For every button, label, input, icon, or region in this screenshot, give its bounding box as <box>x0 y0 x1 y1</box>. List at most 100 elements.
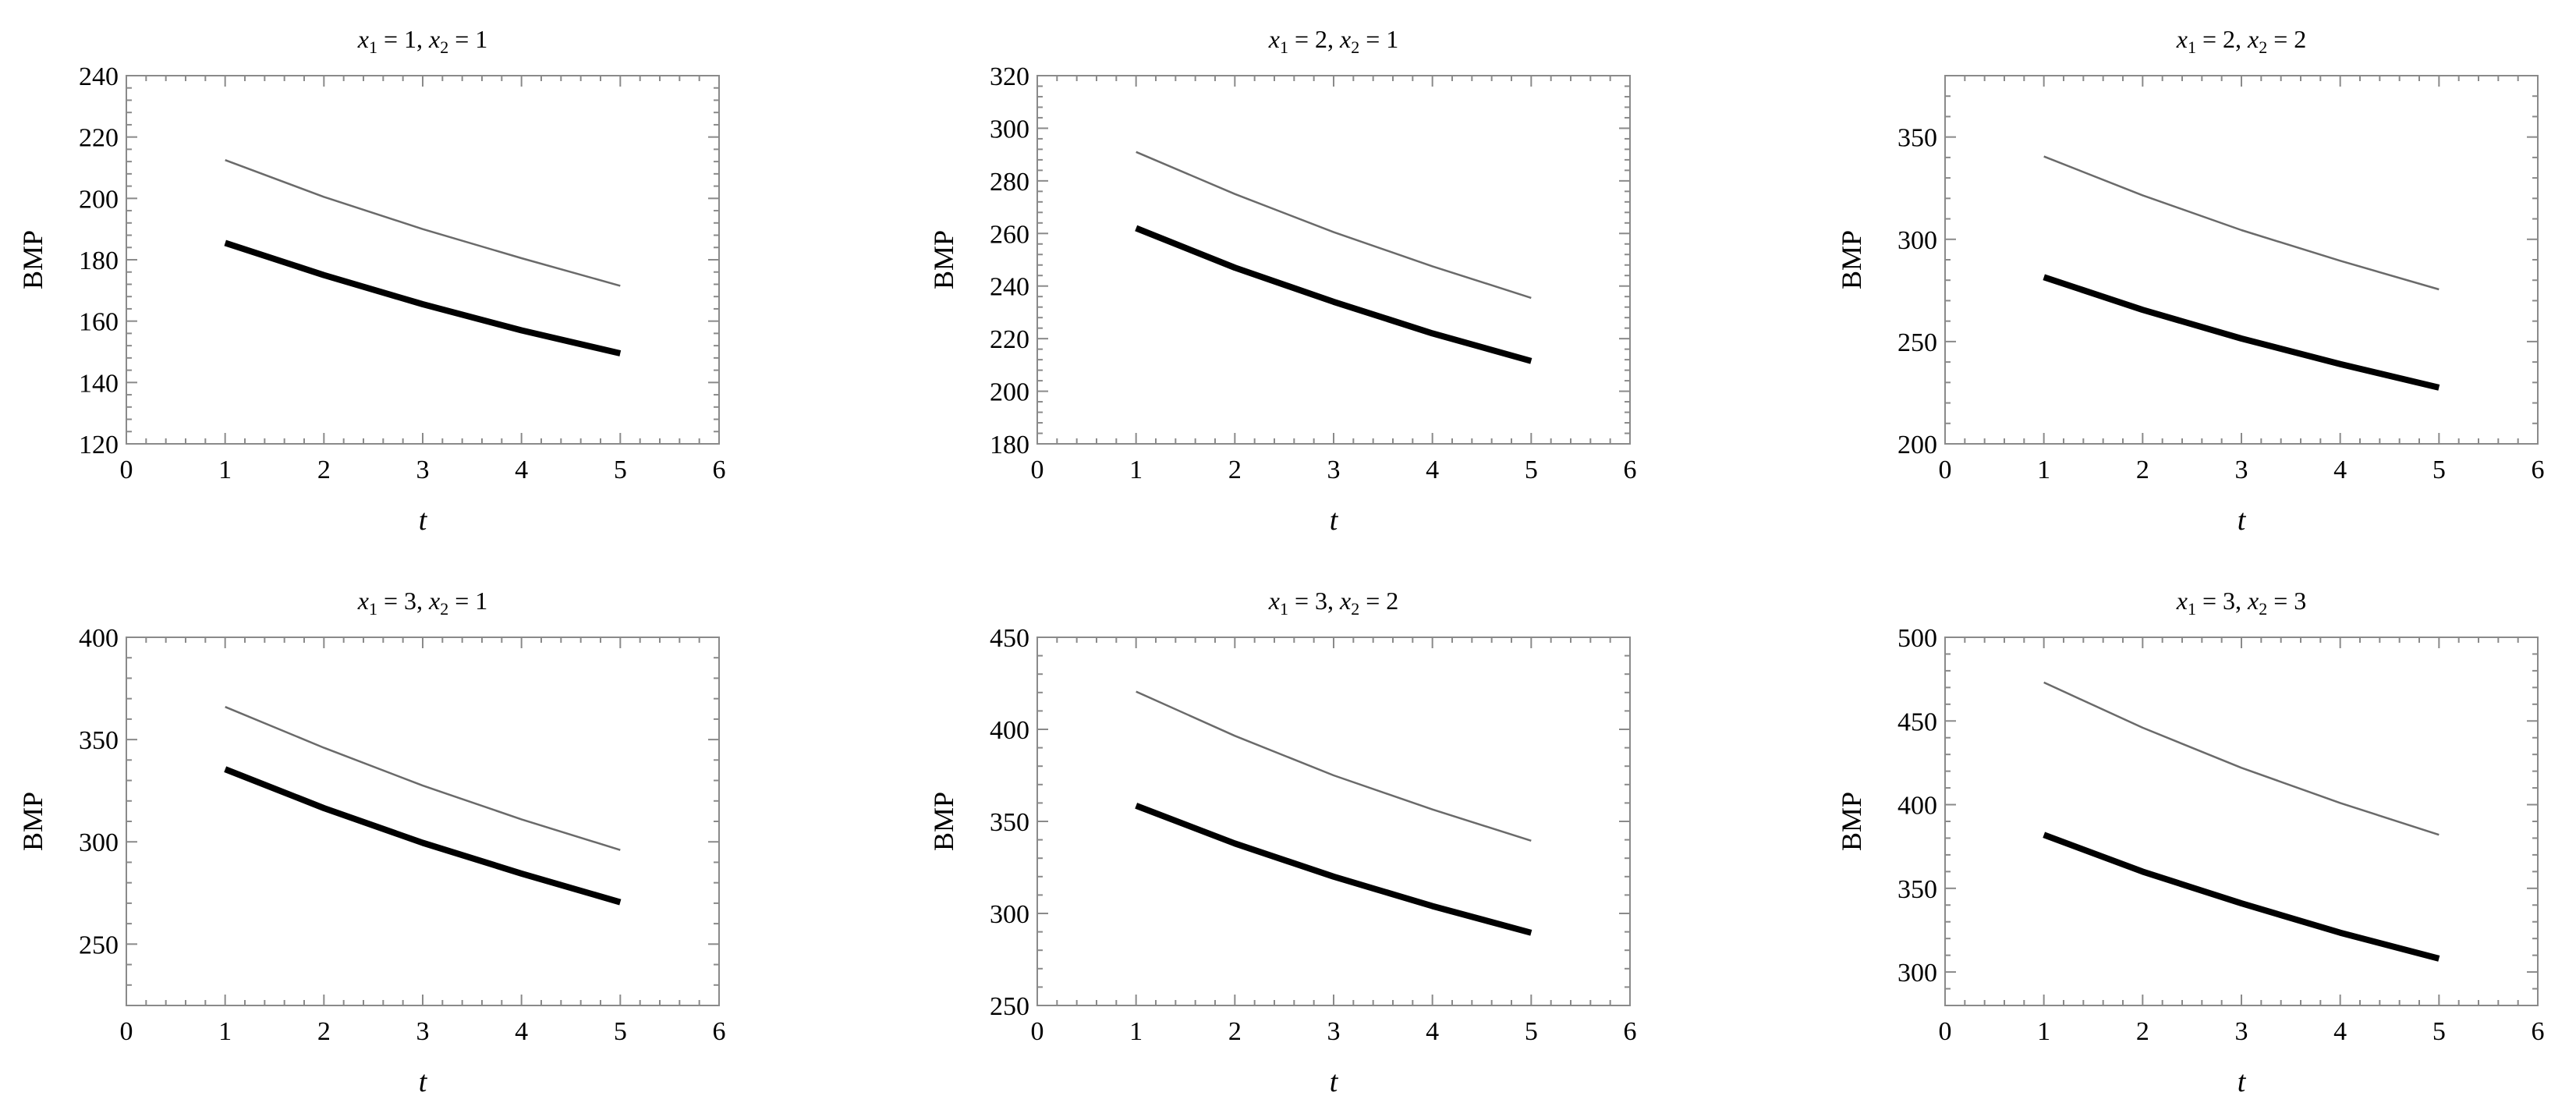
y-tick-label: 220 <box>79 124 119 153</box>
x-axis-label: t <box>1330 1066 1339 1098</box>
title-var-2: x <box>2247 25 2259 53</box>
y-tick-label: 500 <box>1897 624 1937 653</box>
x-tick-label: 6 <box>1624 1017 1637 1046</box>
title-eq-1: = 3, <box>377 587 429 615</box>
x-tick-label: 5 <box>1525 1017 1538 1046</box>
x-tick-label: 1 <box>2037 1017 2050 1046</box>
y-tick-label: 350 <box>1897 124 1937 153</box>
x-tick-label: 2 <box>2136 1017 2149 1046</box>
x-tick-label: 1 <box>218 1017 232 1046</box>
x-tick-label: 5 <box>2432 456 2446 484</box>
title-eq-2: = 1 <box>448 25 487 53</box>
plot-frame <box>1944 637 2539 1006</box>
x-tick-label: 2 <box>1228 1017 1242 1046</box>
y-tick-label: 300 <box>990 115 1029 144</box>
x-axis-label: t <box>2238 1066 2247 1098</box>
panel-title: x1 = 3, x2 = 3 <box>2176 587 2307 619</box>
x-tick-label: 0 <box>1939 456 1952 484</box>
title-sub-2: 2 <box>1351 37 1359 57</box>
x-tick-label: 3 <box>2235 456 2248 484</box>
y-tick-label: 350 <box>990 808 1029 837</box>
y-tick-label: 200 <box>1897 431 1937 459</box>
title-var-2: x <box>2247 587 2259 615</box>
title-sub-1: 1 <box>1280 37 1288 57</box>
title-var-2: x <box>428 587 440 615</box>
y-tick-label: 350 <box>79 726 119 755</box>
title-sub-1: 1 <box>369 599 377 619</box>
x-tick-label: 1 <box>1129 1017 1143 1046</box>
x-tick-label: 0 <box>120 456 133 484</box>
series-line-thick <box>2043 274 2440 391</box>
title-eq-2: = 2 <box>1359 587 1398 615</box>
y-tick-label: 280 <box>990 168 1029 197</box>
y-tick-label: 450 <box>1897 707 1937 736</box>
panel-title: x1 = 3, x2 = 2 <box>1268 587 1399 619</box>
title-eq-1: = 3, <box>1288 587 1340 615</box>
series-line-thin <box>1136 151 1532 300</box>
x-tick-label: 3 <box>1327 456 1341 484</box>
x-tick-label: 4 <box>2333 456 2347 484</box>
x-tick-label: 4 <box>1426 1017 1439 1046</box>
x-tick-label: 2 <box>317 456 331 484</box>
x-tick-label: 2 <box>317 1017 331 1046</box>
x-axis-label: t <box>2238 504 2247 537</box>
x-tick-label: 4 <box>515 1017 528 1046</box>
y-tick-label: 300 <box>79 828 119 857</box>
x-tick-label: 5 <box>614 1017 627 1046</box>
chart-panel-1: 0 1 2 3 4 5 6 120 140 160 180 200 220 240 t BMP x1 = 1, … <box>17 25 726 537</box>
y-tick-label: 300 <box>990 900 1029 929</box>
y-tick-label: 320 <box>990 62 1029 91</box>
y-tick-label: 260 <box>990 220 1029 249</box>
title-eq-2: = 2 <box>2267 25 2306 53</box>
y-axis-label: BMP <box>1836 792 1867 851</box>
series-line-thick <box>224 766 622 906</box>
title-var-1: x <box>1268 587 1280 615</box>
y-tick-label: 240 <box>79 62 119 91</box>
x-tick-label: 1 <box>2037 456 2050 484</box>
panel-title: x1 = 2, x2 = 1 <box>1268 25 1399 57</box>
title-sub-2: 2 <box>2259 599 2267 619</box>
series-line-thick <box>2043 832 2440 962</box>
x-tick-label: 6 <box>2532 1017 2545 1046</box>
title-var-1: x <box>357 587 369 615</box>
x-tick-label: 3 <box>416 456 430 484</box>
x-tick-label: 4 <box>1426 456 1439 484</box>
y-tick-label: 350 <box>1897 875 1937 904</box>
series-line-thick <box>224 239 622 356</box>
x-tick-label: 0 <box>1031 456 1044 484</box>
y-tick-label: 160 <box>79 308 119 337</box>
title-sub-2: 2 <box>1351 599 1359 619</box>
title-eq-1: = 2, <box>1288 25 1340 53</box>
series-line-thin <box>225 159 621 287</box>
x-tick-label: 1 <box>1129 456 1143 484</box>
x-tick-label: 6 <box>2532 456 2545 484</box>
title-eq-2: = 3 <box>2267 587 2306 615</box>
y-tick-label: 180 <box>79 246 119 275</box>
series-line-thin <box>2043 681 2440 836</box>
title-sub-2: 2 <box>440 37 448 57</box>
y-tick-label: 140 <box>79 369 119 398</box>
panel-title: x1 = 1, x2 = 1 <box>357 25 488 57</box>
title-sub-1: 1 <box>1280 599 1288 619</box>
x-tick-label: 6 <box>713 1017 726 1046</box>
title-eq-1: = 1, <box>377 25 429 53</box>
y-tick-label: 180 <box>990 431 1029 459</box>
y-tick-label: 250 <box>1897 328 1937 357</box>
x-tick-label: 6 <box>1624 456 1637 484</box>
y-tick-label: 120 <box>79 431 119 459</box>
x-tick-label: 3 <box>1327 1017 1341 1046</box>
x-axis-label: t <box>419 504 428 537</box>
series-line-thick <box>1135 225 1532 364</box>
y-tick-label: 200 <box>990 378 1029 407</box>
title-sub-1: 1 <box>2188 37 2196 57</box>
x-tick-label: 5 <box>1525 456 1538 484</box>
title-var-2: x <box>1339 25 1351 53</box>
y-tick-label: 300 <box>1897 959 1937 988</box>
panel-title: x1 = 2, x2 = 2 <box>2176 25 2307 57</box>
panel-title: x1 = 3, x2 = 1 <box>357 587 488 619</box>
